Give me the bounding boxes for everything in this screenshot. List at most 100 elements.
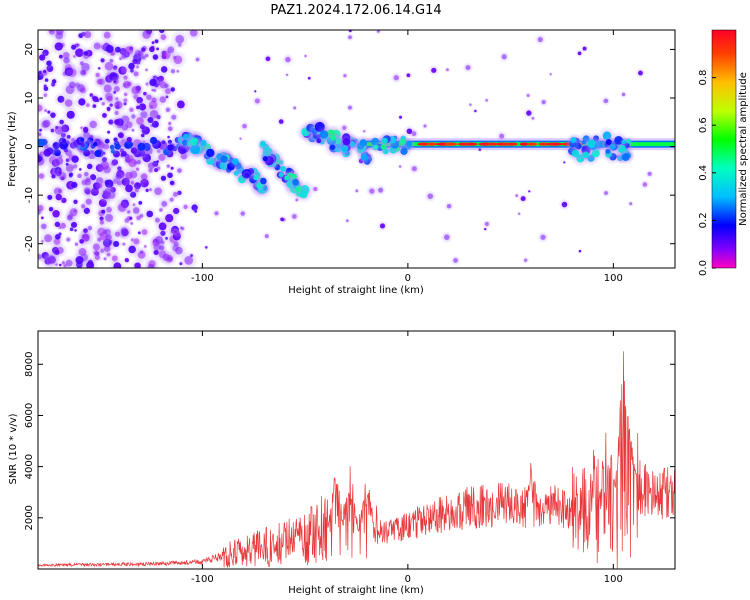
spectral-blob <box>110 115 124 129</box>
spectral-blob <box>539 97 549 107</box>
spectral-blob <box>80 48 91 59</box>
spectral-blob <box>97 186 116 205</box>
spectral-blob <box>105 129 112 136</box>
spectral-blob <box>291 104 298 112</box>
spectral-blob <box>314 125 334 144</box>
spectral-blob <box>192 208 199 215</box>
snr-panel: -100 0 100 2000 4000 6000 8000 Height of stra… <box>8 330 676 596</box>
spectral-blob <box>64 235 73 244</box>
spectral-blob <box>138 44 149 55</box>
spectral-blob <box>40 83 51 94</box>
spectral-blob <box>619 90 628 99</box>
spectral-blob <box>109 95 128 115</box>
snr-plot-area <box>38 331 675 569</box>
y-tick-label: 6000 <box>24 403 35 428</box>
spectral-blob <box>167 195 177 205</box>
spectral-blob <box>341 72 349 80</box>
spectral-blob <box>143 186 151 194</box>
spectral-blob <box>38 50 50 65</box>
spectrogram-x-ticks: -100 0 100 <box>191 30 623 284</box>
spectral-blob <box>49 76 60 87</box>
spectral-blob <box>602 135 616 149</box>
spectral-blob <box>125 208 133 216</box>
spectral-blob <box>41 68 49 75</box>
spectral-blob <box>361 128 367 134</box>
spectrogram-y-ticks: -20 -10 0 10 20 <box>24 43 675 252</box>
y-tick-label: -20 <box>24 236 35 252</box>
colorbar-tick-label: 0.6 <box>698 117 709 133</box>
carrier-peak <box>545 142 564 146</box>
x-tick-label: 100 <box>604 574 623 585</box>
spectral-blob <box>45 108 52 116</box>
spectral-blob <box>526 188 532 194</box>
spectral-blob <box>81 194 96 209</box>
spectral-blob <box>496 130 508 142</box>
spectral-blob <box>138 225 151 239</box>
spectral-blob <box>253 89 258 94</box>
spectral-blob <box>618 137 629 147</box>
colorbar-ticks: 0.0 0.2 0.4 0.6 0.8 <box>698 70 716 276</box>
spectral-blob <box>156 30 168 37</box>
spectral-blob <box>53 261 60 268</box>
x-tick-label: -100 <box>191 574 214 585</box>
spectral-blob <box>71 207 79 215</box>
spectral-blob <box>476 146 483 153</box>
spectral-blob <box>344 217 351 224</box>
spectral-blob <box>90 145 106 162</box>
spectral-blob <box>143 67 150 73</box>
spectral-blob <box>397 163 403 170</box>
spectral-blob <box>132 137 151 156</box>
spectral-blob <box>534 33 546 46</box>
spectral-blob <box>142 243 149 250</box>
snr-series-line <box>38 351 675 569</box>
spectral-blob <box>513 192 520 199</box>
spectral-blob <box>76 236 87 247</box>
spectral-blob <box>84 116 102 133</box>
snr-x-ticks: -100 0 100 <box>191 331 623 585</box>
spectral-blob <box>90 138 101 150</box>
carrier-peak <box>486 142 498 146</box>
spectral-blob <box>131 112 149 130</box>
spectral-blob <box>524 92 532 99</box>
spectral-blob <box>151 87 158 94</box>
spectral-blob <box>111 139 125 154</box>
spectral-blob <box>170 242 188 260</box>
spectral-blob <box>149 182 167 200</box>
colorbar: 0.0 0.2 0.4 0.6 0.8 Normalized spectral ampl… <box>698 29 749 276</box>
spectral-blob <box>89 38 105 54</box>
spectral-blob <box>51 30 69 40</box>
spectral-blob <box>617 148 635 166</box>
spectral-blob <box>548 71 553 77</box>
spectral-blob <box>558 198 571 211</box>
spectral-blob <box>137 30 157 44</box>
spectral-blob <box>281 53 294 66</box>
spectral-blob <box>130 127 136 134</box>
spectral-blob <box>193 55 202 64</box>
spectral-blob <box>238 136 243 141</box>
spectral-blob <box>75 41 82 49</box>
y-tick-label: 2000 <box>24 505 35 530</box>
spectral-blob <box>185 30 203 42</box>
spectral-blob <box>128 220 135 227</box>
spectral-blob <box>77 166 84 173</box>
spectral-blob <box>95 235 104 244</box>
spectral-blob <box>472 108 479 114</box>
snr-y-ticks: 2000 4000 6000 8000 <box>24 352 675 531</box>
spectral-blob <box>345 103 355 113</box>
spectral-blob <box>376 220 389 232</box>
spectral-blob <box>38 134 51 152</box>
y-tick-label: 10 <box>24 92 35 105</box>
spectral-blob <box>168 226 178 237</box>
spectral-blob <box>516 211 522 217</box>
spectral-blob <box>98 207 108 216</box>
y-tick-label: 20 <box>24 43 35 56</box>
spectral-blob <box>157 206 165 214</box>
spectral-blob <box>51 230 64 243</box>
carrier-peak <box>538 142 550 146</box>
spectral-blob <box>165 123 176 134</box>
spectral-blob <box>256 173 271 189</box>
spectral-blob <box>239 121 250 132</box>
spectrogram-frame <box>37 29 676 269</box>
spectral-blob <box>172 95 190 114</box>
